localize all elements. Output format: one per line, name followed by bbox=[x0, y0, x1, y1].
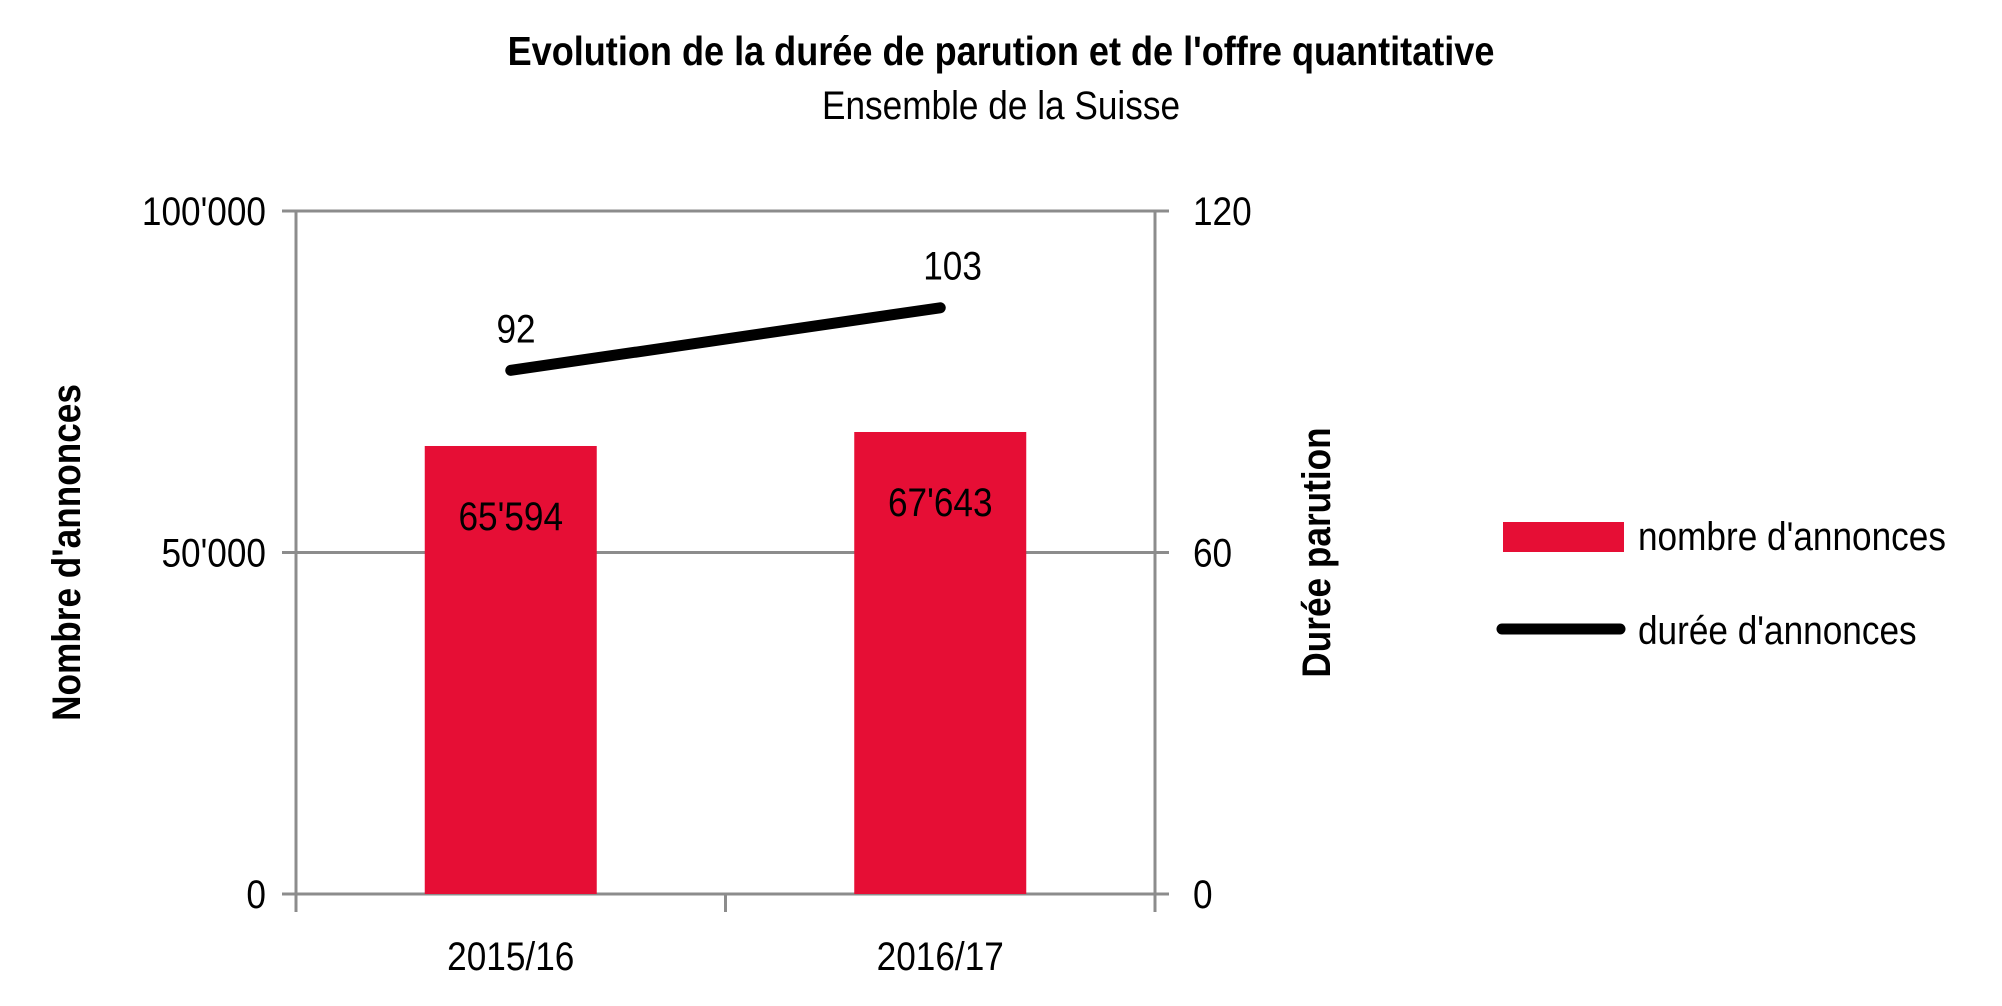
left-axis-tick-label: 100'000 bbox=[142, 189, 266, 234]
bar bbox=[854, 431, 1027, 894]
line-data-label: 92 bbox=[496, 306, 535, 351]
right-axis-tick-label: 0 bbox=[1193, 872, 1213, 917]
legend-label-bar: nombre d'annonces bbox=[1638, 514, 1946, 559]
bar-data-label: 65'594 bbox=[458, 494, 563, 539]
left-axis-tick-label: 0 bbox=[246, 872, 266, 917]
legend-swatch-bar bbox=[1503, 522, 1624, 552]
legend-label-line: durée d'annonces bbox=[1638, 608, 1917, 653]
chart-subtitle: Ensemble de la Suisse bbox=[821, 84, 1181, 128]
right-axis-title: Durée parution bbox=[1294, 427, 1339, 677]
x-axis-category-label: 2016/17 bbox=[877, 934, 1004, 979]
right-axis-tick-label: 60 bbox=[1193, 530, 1232, 575]
left-axis-title: Nombre d'annonces bbox=[44, 384, 89, 721]
right-axis-tick-label: 120 bbox=[1193, 189, 1252, 234]
bar bbox=[424, 445, 597, 894]
chart-title: Evolution de la durée de parution et de … bbox=[507, 28, 1495, 74]
x-axis-category-label: 2015/16 bbox=[447, 934, 574, 979]
line-data-label: 103 bbox=[923, 244, 982, 289]
bar-data-label: 67'643 bbox=[888, 480, 993, 525]
left-axis-tick-label: 50'000 bbox=[161, 530, 266, 575]
line-series bbox=[505, 302, 946, 376]
